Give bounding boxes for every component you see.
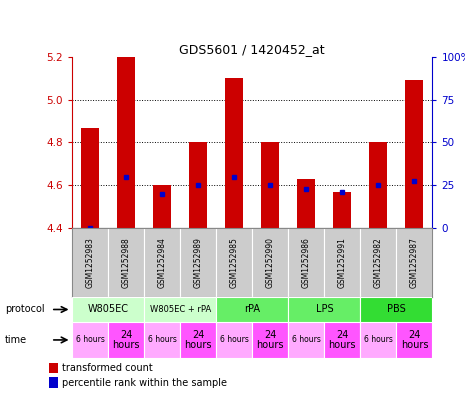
Text: GSM1252991: GSM1252991 — [338, 237, 347, 288]
Bar — [49, 377, 59, 387]
Title: GDS5601 / 1420452_at: GDS5601 / 1420452_at — [179, 43, 325, 56]
Bar — [360, 297, 432, 322]
Bar — [108, 322, 144, 358]
Text: GSM1252983: GSM1252983 — [86, 237, 94, 288]
Bar — [288, 322, 325, 358]
Text: GSM1252990: GSM1252990 — [266, 237, 275, 288]
Text: LPS: LPS — [316, 305, 333, 314]
Bar — [360, 322, 397, 358]
Text: GSM1252982: GSM1252982 — [374, 237, 383, 288]
Bar — [325, 322, 360, 358]
Bar — [397, 322, 432, 358]
Bar — [81, 127, 99, 228]
Text: 6 hours: 6 hours — [364, 336, 393, 344]
Bar — [325, 228, 360, 297]
Bar — [72, 297, 144, 322]
Text: GSM1252984: GSM1252984 — [158, 237, 166, 288]
Text: time: time — [5, 335, 27, 345]
Bar — [189, 143, 207, 228]
Bar — [397, 228, 432, 297]
Bar — [405, 81, 424, 228]
Bar — [288, 228, 325, 297]
Bar — [216, 297, 288, 322]
Bar — [333, 192, 352, 228]
Bar — [288, 297, 360, 322]
Text: GSM1252988: GSM1252988 — [122, 237, 131, 288]
Text: 6 hours: 6 hours — [220, 336, 249, 344]
Text: 24
hours: 24 hours — [185, 330, 212, 350]
Bar — [144, 297, 216, 322]
Text: percentile rank within the sample: percentile rank within the sample — [62, 378, 227, 387]
Bar — [144, 228, 180, 297]
Bar — [216, 228, 252, 297]
Bar — [360, 228, 397, 297]
Bar — [216, 322, 252, 358]
Text: GSM1252989: GSM1252989 — [194, 237, 203, 288]
Text: 24
hours: 24 hours — [113, 330, 140, 350]
Text: protocol: protocol — [5, 305, 44, 314]
Bar — [252, 228, 288, 297]
Text: W805EC: W805EC — [87, 305, 129, 314]
Bar — [369, 143, 387, 228]
Text: W805EC + rPA: W805EC + rPA — [150, 305, 211, 314]
Text: PBS: PBS — [387, 305, 406, 314]
Bar — [252, 322, 288, 358]
Text: transformed count: transformed count — [62, 363, 153, 373]
Bar — [144, 322, 180, 358]
Bar — [297, 179, 315, 228]
Text: 6 hours: 6 hours — [292, 336, 321, 344]
Text: 24
hours: 24 hours — [329, 330, 356, 350]
Bar — [225, 78, 243, 228]
Text: 24
hours: 24 hours — [401, 330, 428, 350]
Text: GSM1252985: GSM1252985 — [230, 237, 239, 288]
Bar — [180, 228, 216, 297]
Bar — [153, 185, 171, 228]
Bar — [72, 322, 108, 358]
Bar — [180, 322, 216, 358]
Text: rPA: rPA — [244, 305, 260, 314]
Text: 6 hours: 6 hours — [76, 336, 105, 344]
Text: 24
hours: 24 hours — [257, 330, 284, 350]
Text: GSM1252986: GSM1252986 — [302, 237, 311, 288]
Bar — [72, 228, 108, 297]
Text: GSM1252987: GSM1252987 — [410, 237, 419, 288]
Bar — [117, 57, 135, 228]
Bar — [261, 143, 279, 228]
Bar — [49, 362, 59, 373]
Text: 6 hours: 6 hours — [148, 336, 177, 344]
Bar — [108, 228, 144, 297]
